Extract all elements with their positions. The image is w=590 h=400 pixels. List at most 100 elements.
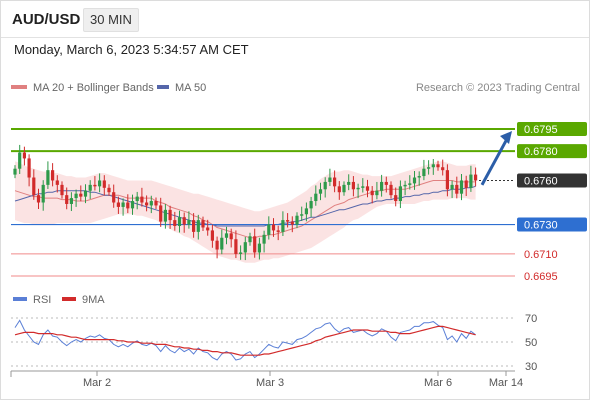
candle-body	[55, 180, 59, 185]
candle-body	[351, 181, 355, 190]
candle-body	[431, 164, 435, 168]
candle-body	[116, 202, 120, 207]
candle-body	[182, 217, 186, 225]
candle-body	[417, 176, 421, 178]
candle-body	[403, 184, 407, 187]
candle-body	[32, 177, 36, 196]
candle-body	[342, 184, 346, 193]
candle-body	[441, 167, 445, 171]
rsi-legend-label: RSI	[33, 294, 51, 306]
candle-body	[74, 193, 78, 199]
candle-body	[398, 186, 402, 202]
level-tag-0.6760	[517, 173, 587, 188]
candle-body	[286, 220, 290, 222]
candle-body	[304, 208, 308, 215]
candle-body	[149, 201, 153, 206]
candle-body	[121, 202, 125, 207]
candle-body	[65, 195, 69, 204]
candle-body	[253, 236, 257, 253]
candle-body	[347, 181, 351, 185]
rsi-legend-swatch	[13, 297, 27, 301]
candle-body	[69, 198, 73, 204]
candle-body	[107, 187, 111, 193]
candle-body	[281, 220, 285, 232]
ma50-legend-swatch	[157, 85, 169, 89]
candle-body	[215, 240, 219, 250]
x-tick-label: Mar 14	[489, 377, 523, 389]
rsi-ma-legend-label: 9MA	[82, 294, 105, 306]
candle-body	[422, 168, 426, 177]
candle-body	[60, 184, 64, 196]
candle-body	[314, 193, 318, 202]
candle-body	[130, 201, 135, 209]
level-tag-0.6730	[517, 217, 587, 232]
candle-body	[135, 196, 139, 202]
candle-body	[328, 177, 332, 182]
candle-body	[51, 170, 55, 181]
candle-body	[88, 184, 92, 191]
rsi-tick-label-30: 30	[525, 361, 537, 373]
candle-body	[290, 221, 294, 225]
candle-body	[309, 201, 313, 209]
candle-body	[333, 177, 337, 187]
level-tag-0.6780	[517, 144, 587, 159]
rsi-tick-label-70: 70	[525, 313, 537, 325]
candle-body	[126, 202, 130, 209]
candle-body	[36, 195, 41, 203]
candle-body	[464, 180, 468, 188]
x-tick-label: Mar 3	[256, 377, 284, 389]
candle-body	[323, 181, 327, 190]
candle-body	[257, 243, 261, 253]
credit-text: Research © 2023 Trading Central	[416, 82, 580, 94]
price-chart: MA 20 + Bollinger Bands MA 50 Research ©…	[10, 82, 587, 389]
rsi-ma-line	[14, 325, 476, 356]
level-label-0.6795: 0.6795	[524, 124, 558, 136]
candle-body	[262, 234, 266, 244]
bollinger-legend-swatch	[11, 85, 27, 89]
candle-body	[168, 209, 172, 221]
candle-body	[98, 180, 102, 187]
candle-body	[154, 201, 158, 206]
x-tick-label: Mar 2	[83, 377, 111, 389]
candle-body	[412, 177, 417, 184]
candle-body	[276, 230, 280, 232]
candle-body	[427, 167, 431, 169]
level-label-0.6710: 0.6710	[524, 249, 558, 261]
candle-body	[201, 220, 205, 228]
candle-body	[41, 184, 45, 203]
bollinger-band-fill	[15, 161, 476, 263]
candle-body	[361, 186, 365, 188]
candle-body	[145, 202, 149, 206]
candle-body	[375, 190, 379, 196]
candle-body	[46, 170, 50, 185]
candle-body	[83, 190, 88, 197]
candle-body	[248, 236, 252, 243]
level-label-0.6695: 0.6695	[524, 271, 558, 283]
symbol-title: AUD/USD	[12, 11, 81, 28]
candle-body	[370, 190, 374, 196]
candle-body	[365, 186, 370, 191]
candle-body	[384, 181, 388, 185]
candle-body	[234, 239, 238, 254]
candle-body	[394, 195, 398, 202]
candle-body	[469, 174, 473, 188]
interval-button[interactable]: 30 MIN	[83, 8, 139, 32]
candle-body	[79, 193, 83, 197]
rsi-tick-label-50: 50	[525, 337, 537, 349]
candle-body	[337, 186, 341, 193]
candle-body	[93, 184, 97, 187]
candle-body	[243, 242, 247, 253]
candle-body	[22, 152, 26, 159]
candle-body	[445, 170, 449, 190]
level-label-0.6730: 0.6730	[524, 220, 558, 232]
x-tick-label: Mar 6	[424, 377, 452, 389]
chart-header: AUD/USD 30 MIN	[1, 1, 589, 38]
forecast-arrow-shaft	[480, 136, 510, 186]
candle-body	[436, 164, 440, 168]
candle-body	[102, 180, 106, 188]
candle-body	[450, 184, 454, 190]
rsi-line	[14, 319, 476, 361]
timestamp: Monday, March 6, 2023 5:34:57 AM CET	[14, 42, 249, 57]
candle-body	[455, 184, 459, 194]
